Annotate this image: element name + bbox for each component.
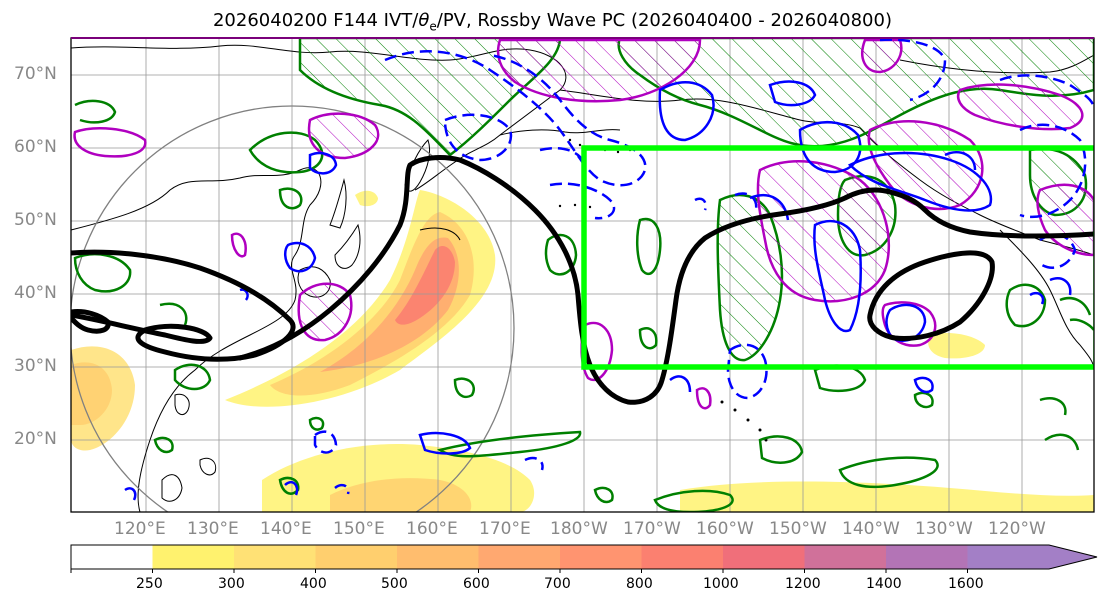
pv-contours	[71, 155, 1094, 405]
lon-label: 120°E	[114, 519, 166, 539]
colorbar-segment	[723, 545, 805, 569]
colorbar-tick-label: 1200	[785, 576, 821, 592]
lat-label: 20°N	[14, 429, 57, 449]
lon-label: 150°W	[769, 519, 827, 539]
colorbar-tick-label: 700	[544, 576, 571, 592]
lon-label: 160°W	[696, 519, 754, 539]
negative-anomaly-solid	[124, 80, 1072, 501]
lon-label: 140°E	[260, 519, 312, 539]
colorbar-segment	[315, 545, 398, 569]
lon-label: 160°E	[406, 519, 458, 539]
colorbar-tick-label: 1400	[866, 576, 902, 592]
colorbar-segment	[886, 545, 968, 569]
colorbar-segment	[152, 545, 235, 569]
colorbar-segment	[71, 545, 153, 569]
colorbar-segment	[478, 545, 561, 569]
colorbar-tick-label: 400	[300, 576, 327, 592]
lat-label: 40°N	[14, 283, 57, 303]
colorbar-segment	[967, 545, 1097, 569]
lat-label: 60°N	[14, 137, 57, 157]
colorbar-segment	[804, 545, 887, 569]
map-title: 2026040200 F144 IVT/θe/PV, Rossby Wave P…	[212, 10, 892, 34]
colorbar-tick-label: 1000	[703, 576, 739, 592]
colorbar-segment	[560, 545, 642, 569]
lon-label: 170°E	[479, 519, 531, 539]
colorbar-outline	[70, 544, 1098, 570]
colorbar-tick-label: 1600	[948, 576, 984, 592]
lat-label: 70°N	[14, 64, 57, 84]
radius-circle	[71, 105, 515, 512]
lon-label: 170°W	[623, 519, 681, 539]
colorbar-segment	[397, 545, 479, 569]
colorbar-segment	[234, 545, 316, 569]
lon-label: 130°W	[915, 519, 973, 539]
colorbar-segment	[641, 545, 724, 569]
lon-label: 130°E	[187, 519, 239, 539]
ivt-shading	[71, 190, 1094, 512]
negative-anomaly-dashed	[313, 38, 1094, 495]
colorbar	[70, 544, 1098, 573]
colorbar-tick-label: 250	[136, 576, 163, 592]
lon-label: 150°E	[333, 519, 385, 539]
lon-label: 180°W	[550, 519, 608, 539]
colorbar-tick-label: 600	[463, 576, 490, 592]
lon-label: 140°W	[842, 519, 900, 539]
rossby-wave-box	[581, 145, 1094, 370]
positive-anomaly-contours	[73, 127, 937, 410]
colorbar-tick-label: 500	[381, 576, 408, 592]
theta-contours	[73, 99, 1094, 512]
lat-label: 30°N	[14, 356, 57, 376]
colorbar-tick-label: 800	[626, 576, 653, 592]
lat-label: 50°N	[14, 210, 57, 230]
colorbar-tick-label: 300	[218, 576, 245, 592]
map-plot-area	[71, 38, 1094, 512]
lon-label: 120°W	[988, 519, 1046, 539]
